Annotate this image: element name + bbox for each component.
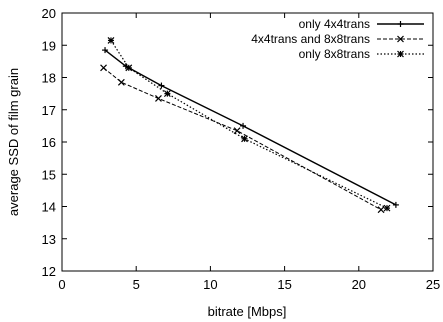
x-tick-label: 20 [352, 277, 366, 292]
y-tick-label: 19 [42, 38, 56, 53]
data-point-marker [240, 122, 247, 129]
data-point-marker [397, 50, 404, 58]
data-point-marker [102, 47, 109, 54]
series-3 [107, 36, 391, 212]
series-1 [102, 47, 399, 208]
data-point-marker [397, 35, 404, 43]
data-point-marker [397, 21, 404, 27]
x-tick-label: 25 [426, 277, 440, 292]
marker-stroke [163, 90, 171, 98]
x-tick-label: 10 [203, 277, 217, 292]
data-point-marker [107, 36, 115, 44]
marker-stroke [107, 36, 115, 44]
y-tick-label: 12 [42, 264, 56, 279]
series-line [104, 49, 397, 206]
marker-stroke [117, 78, 125, 86]
y-tick-label: 17 [42, 103, 56, 118]
y-tick-label: 15 [42, 167, 56, 182]
y-tick-label: 16 [42, 135, 56, 150]
legend-label: only 4x4trans [299, 17, 370, 31]
legend-label: only 8x8trans [299, 47, 370, 61]
x-axis-label: bitrate [Mbps] [208, 304, 287, 319]
marker-stroke [155, 95, 162, 102]
x-tick-label: 5 [133, 277, 140, 292]
marker-stroke [100, 64, 107, 72]
y-axis-label: average SSD of film grain [6, 68, 21, 216]
data-point-marker [377, 206, 385, 214]
marker-stroke [125, 64, 133, 72]
series-2 [100, 64, 385, 214]
data-point-marker [158, 82, 165, 89]
y-tick-label: 18 [42, 71, 56, 86]
data-point-marker [125, 64, 133, 72]
data-point-marker [383, 204, 391, 212]
data-point-marker [241, 135, 248, 143]
data-point-marker [117, 78, 125, 86]
data-point-marker [233, 127, 241, 135]
y-tick-label: 20 [42, 6, 56, 21]
series-line [110, 40, 388, 209]
plot-frame [61, 12, 434, 272]
x-axis: 0 5 10 15 20 25 [58, 13, 440, 292]
y-axis: 12 13 14 15 16 17 18 19 20 [42, 6, 433, 279]
marker-stroke [377, 206, 385, 214]
data-point-marker [155, 95, 162, 102]
marker-stroke [397, 50, 404, 58]
data-point-marker [163, 90, 171, 98]
marker-stroke [397, 35, 404, 43]
legend-label: 4x4trans and 8x8trans [251, 32, 370, 46]
y-tick-label: 13 [42, 232, 56, 247]
series-layer [100, 36, 399, 214]
marker-stroke [233, 127, 241, 135]
y-tick-label: 14 [42, 200, 56, 215]
marker-stroke [241, 135, 248, 143]
marker-stroke [383, 204, 391, 212]
data-point-marker [392, 201, 399, 208]
x-tick-label: 15 [277, 277, 291, 292]
x-tick-label: 0 [58, 277, 65, 292]
data-point-marker [100, 64, 107, 72]
